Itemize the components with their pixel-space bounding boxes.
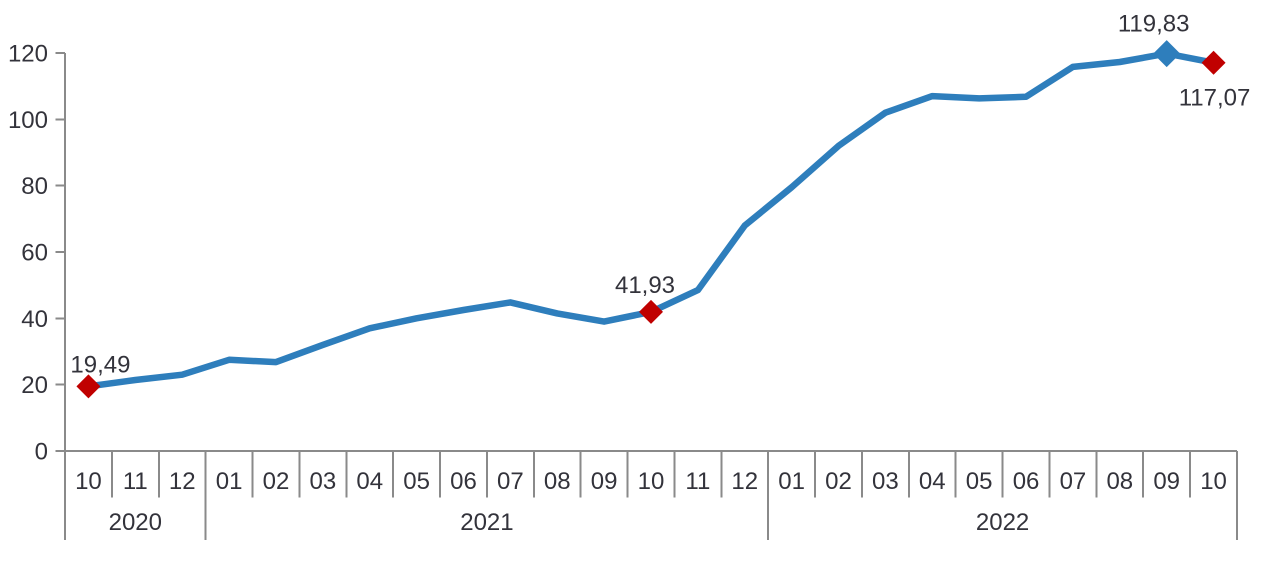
data-point-label: 19,49 — [70, 351, 130, 378]
series-line — [85, 50, 1217, 390]
x-axis-month-label: 03 — [872, 468, 899, 495]
x-axis-month-label: 09 — [1153, 468, 1180, 495]
y-axis-tick-label: 20 — [21, 372, 48, 399]
x-axis-month-label: 07 — [1060, 468, 1087, 495]
x-axis-month-label: 06 — [1013, 468, 1040, 495]
x-axis-month-label: 08 — [544, 468, 571, 495]
data-point-label: 117,07 — [1179, 85, 1251, 112]
x-axis-month-label: 10 — [638, 468, 665, 495]
x-axis-month-label: 04 — [919, 468, 946, 495]
x-axis-month-label: 11 — [123, 468, 148, 495]
highlight-marker-red-diamond — [1201, 50, 1226, 75]
y-axis-tick-label: 0 — [35, 439, 48, 466]
x-axis-month-label: 12 — [731, 468, 758, 495]
x-axis-month-label: 04 — [356, 468, 383, 495]
x-axis-month-label: 10 — [75, 468, 102, 495]
x-axis-year-label: 2022 — [976, 509, 1029, 536]
y-axis-tick-label: 40 — [21, 306, 48, 333]
x-axis-month-label: 01 — [216, 468, 243, 495]
x-axis-year-label: 2020 — [109, 509, 162, 536]
x-axis-month-label: 11 — [685, 468, 710, 495]
x-axis-month-label: 06 — [450, 468, 477, 495]
x-axis-month-label: 10 — [1200, 468, 1227, 495]
x-axis-month-label: 02 — [263, 468, 290, 495]
y-axis-tick-label: 80 — [21, 173, 48, 200]
data-point-label: 119,83 — [1118, 11, 1190, 38]
x-axis-month-label: 08 — [1106, 468, 1133, 495]
y-axis-tick-label: 100 — [8, 107, 48, 134]
x-axis-month-label: 09 — [591, 468, 618, 495]
x-axis-month-label: 03 — [309, 468, 336, 495]
x-axis-month-label: 12 — [169, 468, 196, 495]
highlight-marker-red-diamond — [639, 299, 663, 324]
y-axis-tick-label: 60 — [21, 239, 48, 266]
x-axis-month-label: 02 — [825, 468, 852, 495]
peak-marker-blue-diamond — [1153, 40, 1181, 68]
x-axis-month-label: 05 — [966, 468, 993, 495]
highlight-marker-red-diamond — [76, 374, 101, 399]
x-axis-year-label: 2021 — [460, 509, 513, 536]
y-axis-tick-label: 120 — [8, 40, 48, 67]
x-axis-month-label: 05 — [403, 468, 430, 495]
data-point-label: 41,93 — [615, 272, 675, 299]
x-axis-month-label: 01 — [778, 468, 805, 495]
x-axis-month-label: 07 — [497, 468, 524, 495]
